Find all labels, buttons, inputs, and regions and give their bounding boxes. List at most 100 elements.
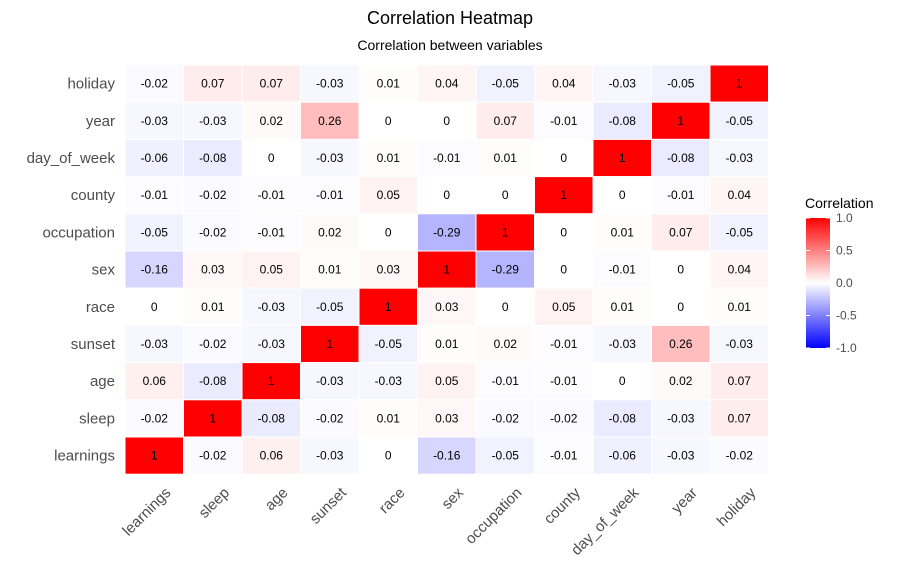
- cell-value-label: 0.04: [728, 188, 752, 202]
- heatmap-cell: -0.06: [124, 138, 184, 178]
- heatmap-cell-fill: [709, 399, 769, 438]
- heatmap-cell: -0.02: [709, 436, 769, 475]
- heatmap-cell: -0.08: [592, 399, 652, 438]
- cell-value-label: -0.01: [433, 151, 461, 165]
- heatmap-cell-fill: [417, 101, 477, 140]
- legend: Correlation 1.0 0.5 0.0 -0.5 -1.0: [805, 195, 873, 355]
- heatmap-cell: 0.01: [709, 287, 769, 326]
- heatmap-cell-fill: [358, 324, 418, 364]
- heatmap-cell-fill: [300, 176, 360, 215]
- heatmap-cell-fill: [475, 324, 535, 364]
- y-tick-label: sleep: [79, 410, 115, 427]
- heatmap-cell-fill: [709, 324, 769, 364]
- x-tick-labels: learnings sleep age sunset race sexoccupation…: [119, 484, 759, 559]
- cell-value-label: 0: [151, 300, 158, 314]
- cell-value-label: 1: [385, 300, 392, 314]
- heatmap-cell-fill: [592, 213, 652, 252]
- heatmap-cell-fill: [709, 250, 769, 289]
- heatmap-cell-fill: [475, 213, 535, 252]
- heatmap-cell-fill: [417, 287, 477, 326]
- cell-value-label: -0.03: [199, 114, 227, 128]
- heatmap-cell: 1: [592, 138, 652, 178]
- heatmap-cell: 1: [300, 324, 360, 364]
- cell-value-label: -0.02: [492, 411, 520, 425]
- heatmap-cell: -0.05: [651, 64, 711, 103]
- heatmap-cell-fill: [300, 213, 360, 252]
- heatmap-cell: -0.02: [300, 399, 360, 438]
- heatmap-cell-fill: [534, 287, 594, 326]
- cell-value-label: 0.05: [377, 188, 401, 202]
- heatmap-cell-fill: [475, 138, 535, 178]
- x-tick-label: age: [262, 484, 292, 514]
- heatmap-cell-fill: [417, 324, 477, 364]
- cell-value-label: -0.05: [141, 225, 169, 239]
- heatmap-cell-fill: [183, 324, 243, 364]
- cell-value-label: 0.04: [552, 77, 576, 91]
- heatmap-cell-fill: [709, 138, 769, 178]
- cell-value-label: -0.02: [199, 188, 227, 202]
- heatmap-cell: 1: [709, 64, 769, 103]
- heatmap-cell: -0.29: [475, 250, 535, 289]
- heatmap-cell: -0.16: [417, 436, 477, 475]
- cell-value-label: -0.02: [199, 449, 227, 463]
- cell-value-label: 0: [560, 263, 567, 277]
- heatmap-cell: -0.03: [300, 138, 360, 178]
- chart-title: Correlation Heatmap: [367, 8, 533, 28]
- cell-value-label: -0.03: [316, 449, 344, 463]
- heatmap-cell-fill: [124, 362, 184, 401]
- heatmap-cell-fill: [592, 436, 652, 475]
- heatmap-cell: -0.01: [124, 176, 184, 215]
- heatmap-cell: 0.01: [592, 213, 652, 252]
- cell-value-label: 0: [268, 151, 275, 165]
- cell-value-label: -0.03: [258, 337, 286, 351]
- heatmap-cell-fill: [651, 101, 711, 140]
- heatmap-cell-fill: [709, 64, 769, 103]
- heatmap-cell: -0.03: [241, 287, 301, 326]
- heatmap-cell: -0.03: [241, 324, 301, 364]
- y-tick-label: holiday: [67, 76, 115, 93]
- heatmap-cell-fill: [183, 436, 243, 475]
- x-tick-label: year: [668, 484, 701, 517]
- cell-value-label: -0.03: [141, 114, 169, 128]
- x-tick-label: holiday: [714, 484, 760, 530]
- heatmap-cell-fill: [709, 362, 769, 401]
- heatmap-cell: -0.01: [241, 213, 301, 252]
- cell-value-label: -0.02: [550, 411, 578, 425]
- heatmap-cell-fill: [651, 176, 711, 215]
- heatmap-cell: -0.01: [417, 138, 477, 178]
- heatmap-cell-fill: [417, 250, 477, 289]
- heatmap-cell: -0.03: [183, 101, 243, 140]
- cell-value-label: 1: [560, 188, 567, 202]
- heatmap-cell: 0: [534, 138, 594, 178]
- heatmap-cell: 1: [417, 250, 477, 289]
- x-tick-label: sex: [438, 484, 467, 513]
- heatmap-cell: 1: [241, 362, 301, 401]
- heatmap-cell: 0.01: [183, 287, 243, 326]
- legend-tick-label: 1.0: [836, 211, 853, 225]
- heatmap-cell-fill: [592, 250, 652, 289]
- heatmap-cell: 0.07: [183, 64, 243, 103]
- heatmap-cell-fill: [475, 176, 535, 215]
- cell-value-label: 0.01: [201, 300, 225, 314]
- cell-value-label: 0: [560, 151, 567, 165]
- cell-value-label: -0.03: [726, 337, 754, 351]
- cell-value-label: 0.07: [669, 225, 693, 239]
- heatmap-cell: 0: [241, 138, 301, 178]
- heatmap-cell: 0.01: [592, 287, 652, 326]
- heatmap-cell: 0.07: [241, 64, 301, 103]
- heatmap-cell-fill: [592, 362, 652, 401]
- heatmap-cell: 1: [475, 213, 535, 252]
- y-tick-label: learnings: [54, 448, 115, 465]
- cell-value-label: 0.06: [143, 374, 167, 388]
- heatmap-cell: -0.06: [592, 436, 652, 475]
- heatmap-cells: -0.02 0.07 0.07 -0.03 0.01 0.04 -0.05 0.04 -0.03…: [124, 64, 769, 475]
- cell-value-label: 0: [619, 188, 626, 202]
- heatmap-cell-fill: [709, 176, 769, 215]
- y-tick-label: day_of_week: [27, 150, 116, 167]
- heatmap-cell-fill: [534, 436, 594, 475]
- heatmap-cell: -0.08: [183, 138, 243, 178]
- heatmap-cell-fill: [417, 138, 477, 178]
- cell-value-label: -0.01: [667, 188, 695, 202]
- heatmap-cell-fill: [124, 138, 184, 178]
